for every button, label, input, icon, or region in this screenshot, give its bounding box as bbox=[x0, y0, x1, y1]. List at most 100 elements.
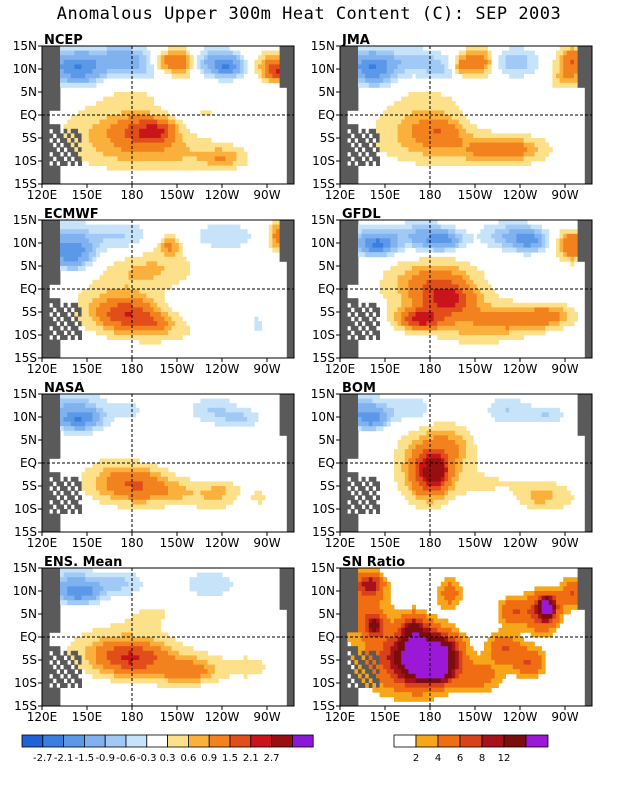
heatmap-cell bbox=[358, 138, 362, 143]
heatmap-cell bbox=[530, 321, 535, 327]
heatmap-cell bbox=[386, 46, 391, 51]
heatmap-cell bbox=[49, 353, 54, 359]
heatmap-cell bbox=[426, 316, 431, 322]
heatmap-cell bbox=[96, 421, 100, 427]
heatmap-cell bbox=[401, 289, 406, 294]
heatmap-cell bbox=[157, 330, 162, 336]
heatmap-cell bbox=[85, 252, 90, 258]
heatmap-cell bbox=[444, 233, 449, 239]
y-tick-label: 10N bbox=[311, 236, 335, 250]
heatmap-cell bbox=[88, 394, 93, 399]
heatmap-cell bbox=[103, 403, 108, 409]
heatmap-cell bbox=[88, 261, 93, 267]
heatmap-cell bbox=[552, 302, 557, 308]
heatmap-cell bbox=[290, 243, 295, 248]
heatmap-cell bbox=[430, 92, 434, 97]
heatmap-cell bbox=[401, 275, 406, 281]
heatmap-cell bbox=[74, 307, 79, 313]
heatmap-cell bbox=[229, 161, 234, 166]
heatmap-cell bbox=[581, 50, 586, 56]
heatmap-cell bbox=[530, 147, 535, 153]
heatmap-cell bbox=[258, 73, 262, 79]
heatmap-cell bbox=[433, 124, 438, 130]
heatmap-cell bbox=[229, 417, 234, 422]
heatmap-cell bbox=[160, 330, 165, 336]
heatmap-cell bbox=[139, 64, 144, 70]
heatmap-cell bbox=[343, 348, 348, 354]
heatmap-cell bbox=[462, 55, 467, 61]
heatmap-cell bbox=[60, 64, 64, 70]
heatmap-cell bbox=[146, 138, 151, 143]
y-tick-label: 10S bbox=[312, 154, 335, 168]
heatmap-cell bbox=[146, 325, 151, 331]
heatmap-cell bbox=[361, 243, 366, 248]
heatmap-cell bbox=[509, 247, 514, 253]
heatmap-cell bbox=[290, 105, 295, 111]
heatmap-cell bbox=[103, 398, 108, 404]
heatmap-cell bbox=[85, 298, 90, 304]
heatmap-cell bbox=[99, 417, 104, 422]
heatmap-cell bbox=[286, 229, 291, 235]
heatmap-cell bbox=[520, 321, 524, 327]
heatmap-cell bbox=[365, 59, 370, 65]
heatmap-cell bbox=[422, 298, 427, 304]
heatmap-cell bbox=[42, 339, 46, 345]
heatmap-cell bbox=[412, 275, 416, 281]
heatmap-cell bbox=[171, 138, 176, 143]
heatmap-cell bbox=[350, 170, 355, 176]
heatmap-cell bbox=[85, 78, 90, 84]
heatmap-cell bbox=[548, 307, 553, 313]
heatmap-cell bbox=[419, 96, 424, 102]
heatmap-cell bbox=[70, 335, 75, 340]
heatmap-cell bbox=[74, 252, 79, 258]
heatmap-cell bbox=[240, 421, 244, 427]
heatmap-cell bbox=[426, 279, 431, 285]
heatmap-cell bbox=[63, 233, 68, 239]
heatmap-cell bbox=[290, 440, 295, 445]
heatmap-cell bbox=[394, 142, 398, 148]
heatmap-cell bbox=[404, 325, 409, 331]
heatmap-cell bbox=[505, 142, 510, 148]
heatmap-cell bbox=[340, 46, 344, 51]
heatmap-cell bbox=[530, 307, 535, 313]
heatmap-cell bbox=[552, 69, 557, 74]
heatmap-cell bbox=[63, 261, 68, 267]
heatmap-cell bbox=[581, 73, 586, 79]
heatmap-cell bbox=[88, 412, 93, 418]
heatmap-cell bbox=[584, 119, 589, 125]
heatmap-cell bbox=[103, 73, 108, 79]
heatmap-cell bbox=[408, 50, 413, 56]
heatmap-cell bbox=[67, 50, 72, 56]
heatmap-cell bbox=[437, 128, 442, 134]
heatmap-cell bbox=[88, 46, 93, 51]
heatmap-cell bbox=[124, 270, 129, 276]
heatmap-cell bbox=[476, 293, 481, 299]
heatmap-cell bbox=[70, 430, 75, 436]
heatmap-cell bbox=[466, 284, 470, 290]
heatmap-cell bbox=[178, 316, 183, 322]
heatmap-cell bbox=[476, 156, 481, 162]
heatmap-cell bbox=[347, 220, 352, 225]
heatmap-cell bbox=[340, 50, 344, 56]
heatmap-cell bbox=[290, 224, 295, 230]
heatmap-cell bbox=[430, 284, 434, 290]
heatmap-cell bbox=[386, 55, 391, 61]
heatmap-cell bbox=[530, 224, 535, 230]
heatmap-cell bbox=[559, 82, 564, 88]
heatmap-cell bbox=[96, 403, 100, 409]
heatmap-cell bbox=[114, 316, 118, 322]
heatmap-cell bbox=[354, 344, 359, 350]
heatmap-cell bbox=[117, 302, 122, 308]
heatmap-cell bbox=[563, 316, 568, 322]
heatmap-cell bbox=[114, 161, 118, 166]
heatmap-cell bbox=[200, 69, 205, 74]
heatmap-cell bbox=[426, 298, 431, 304]
heatmap-cell bbox=[139, 128, 144, 134]
heatmap-cell bbox=[476, 307, 481, 313]
heatmap-cell bbox=[541, 147, 546, 153]
heatmap-cell bbox=[566, 256, 571, 262]
heatmap-cell bbox=[422, 92, 427, 97]
heatmap-cell bbox=[340, 348, 344, 354]
heatmap-cell bbox=[178, 124, 183, 130]
heatmap-cell bbox=[426, 151, 431, 157]
